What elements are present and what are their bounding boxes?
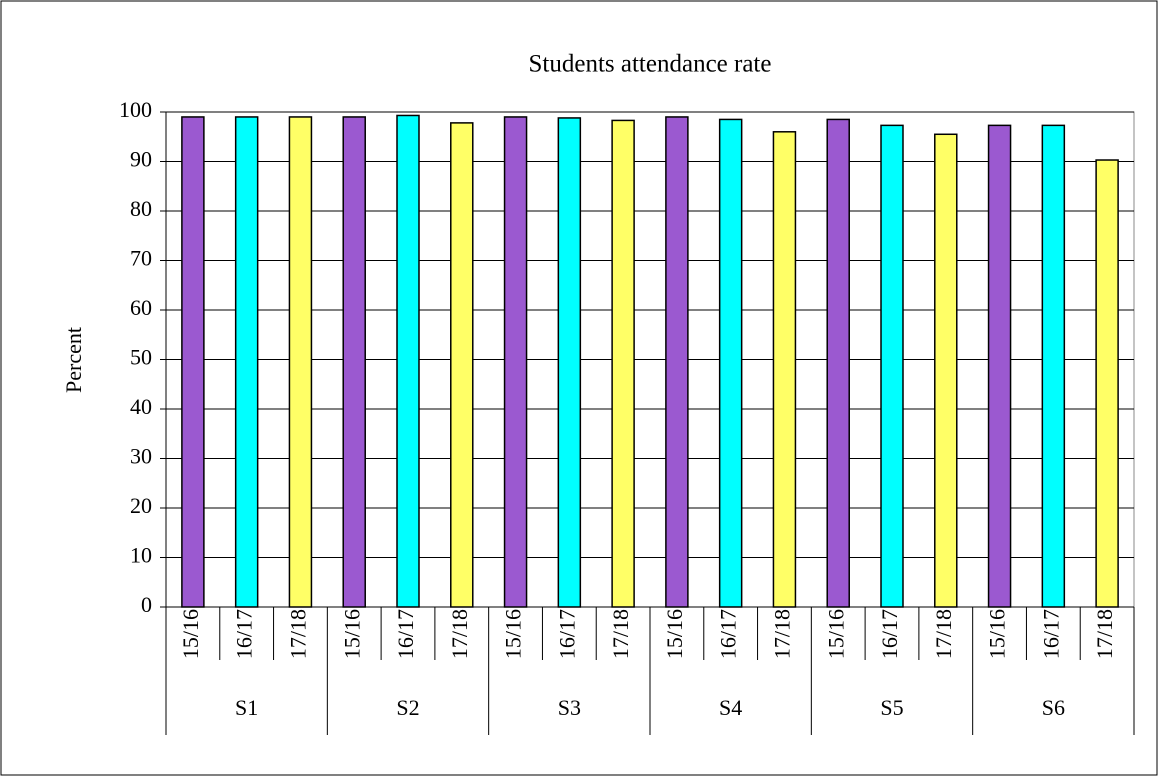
y-tick-label: 90 [130, 147, 152, 172]
group-label: S5 [880, 695, 903, 720]
bar [396, 114, 420, 608]
x-tick-label: 16/17 [877, 609, 902, 659]
bar [450, 122, 474, 608]
x-tick-label: 16/17 [716, 609, 741, 659]
y-tick-label: 80 [130, 196, 152, 221]
x-tick-label: 16/17 [1038, 609, 1063, 659]
y-tick-label: 70 [130, 246, 152, 271]
bar [181, 116, 205, 608]
y-tick-label: 20 [130, 493, 152, 518]
y-axis-label: Percent [61, 327, 86, 393]
x-tick-label: 16/17 [393, 609, 418, 659]
x-tick-label: 16/17 [554, 609, 579, 659]
x-tick-label: 15/16 [178, 609, 203, 659]
bar [665, 116, 689, 608]
x-tick-label: 15/16 [501, 609, 526, 659]
chart-title: Students attendance rate [529, 51, 772, 78]
bar [234, 116, 259, 608]
bar [557, 117, 582, 608]
group-label: S1 [235, 695, 258, 720]
group-label: S2 [396, 695, 419, 720]
bar [826, 118, 850, 608]
x-tick-label: 15/16 [823, 609, 848, 659]
y-tick-label: 40 [130, 394, 152, 419]
bar [880, 124, 904, 608]
x-tick-label: 16/17 [232, 609, 257, 659]
bar [503, 116, 528, 608]
y-tick-label: 30 [130, 444, 152, 469]
bar [611, 119, 635, 608]
y-tick-label: 50 [130, 345, 152, 370]
y-tick-label: 10 [130, 543, 152, 568]
group-label: S6 [1042, 695, 1065, 720]
bar [1095, 159, 1119, 608]
group-label: S3 [558, 695, 581, 720]
x-tick-label: 15/16 [662, 609, 687, 659]
x-tick-label: 17/18 [608, 609, 633, 659]
group-label: S4 [719, 695, 742, 720]
y-tick-label: 60 [130, 295, 152, 320]
y-tick-label: 100 [119, 97, 152, 122]
bar [718, 118, 743, 608]
bar [772, 131, 797, 608]
bar [987, 124, 1012, 608]
x-tick-label: 17/18 [769, 609, 794, 659]
x-tick-label: 17/18 [447, 609, 472, 659]
x-tick-label: 17/18 [1092, 609, 1117, 659]
x-tick-label: 15/16 [339, 609, 364, 659]
x-tick-label: 17/18 [931, 609, 956, 659]
y-tick-label: 0 [141, 592, 152, 617]
bar [288, 116, 313, 608]
bar [934, 133, 958, 608]
x-tick-label: 15/16 [985, 609, 1010, 659]
bar [1041, 124, 1066, 608]
x-tick-label: 17/18 [285, 609, 310, 659]
bar [342, 116, 366, 608]
